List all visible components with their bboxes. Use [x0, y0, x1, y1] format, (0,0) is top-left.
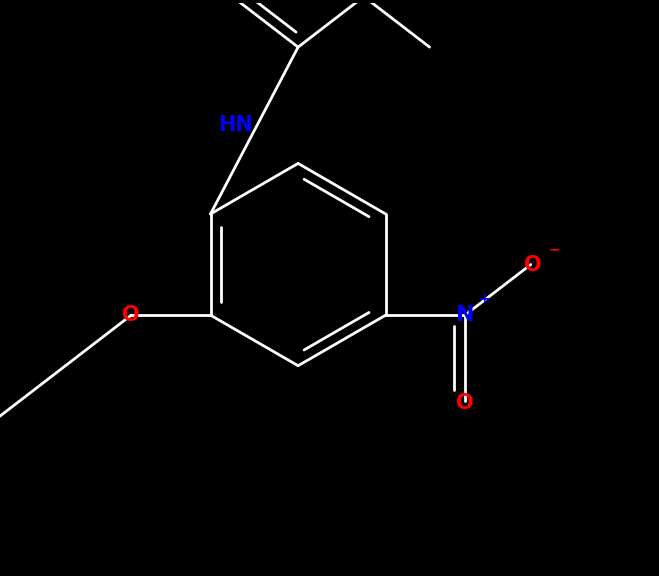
- Text: N: N: [456, 305, 474, 325]
- Text: O: O: [456, 393, 474, 413]
- Text: −: −: [548, 242, 560, 257]
- Text: O: O: [524, 255, 542, 275]
- Text: +: +: [478, 292, 490, 306]
- Text: O: O: [123, 305, 140, 325]
- Text: HN: HN: [217, 115, 252, 135]
- Text: O: O: [223, 0, 241, 3]
